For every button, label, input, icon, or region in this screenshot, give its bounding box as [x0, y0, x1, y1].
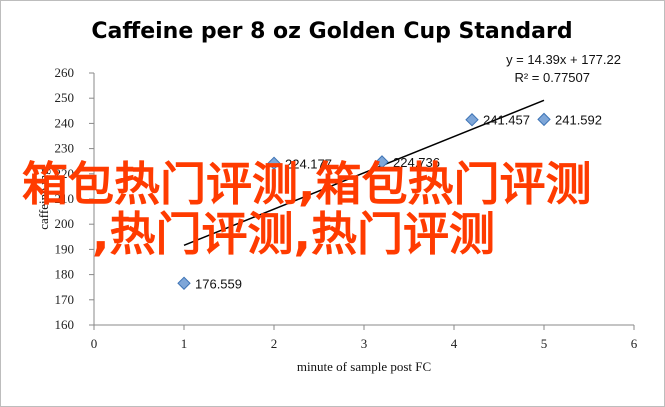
- y-axis-ticks: 160 170 180 190 200 210 220 230 240 250 260: [55, 65, 94, 332]
- y-tick-label: 240: [55, 115, 75, 130]
- overlay-text-line-1: 箱包热门评测,箱包热门评测: [22, 157, 591, 211]
- x-tick-label: 1: [181, 336, 188, 351]
- data-point-marker: [537, 112, 551, 127]
- data-points: 176.559 224.177 224.736 241.457 241.592: [177, 112, 602, 291]
- data-point-marker: [267, 156, 281, 170]
- y-tick-label: 200: [55, 216, 75, 231]
- data-point-label: 224.736: [393, 155, 440, 170]
- y-tick-label: 220: [55, 166, 75, 181]
- y-tick-label: 230: [55, 141, 75, 156]
- data-point-label: 224.177: [285, 156, 332, 171]
- y-tick-label: 210: [55, 191, 75, 206]
- x-tick-label: 3: [361, 336, 368, 351]
- trendline-equation: y = 14.39x + 177.22: [506, 52, 621, 67]
- data-point-label: 241.592: [555, 112, 602, 127]
- overlay-text-line-2: ,热门评测,热门评测: [92, 207, 495, 261]
- chart-title: Caffeine per 8 oz Golden Cup Standard: [91, 19, 572, 44]
- y-tick-label: 180: [55, 267, 75, 282]
- y-tick-label: 170: [55, 292, 75, 307]
- x-axis-ticks: 0 1 2 3 4 5 6: [91, 325, 638, 351]
- y-tick-label: 250: [55, 90, 75, 105]
- x-tick-label: 2: [271, 336, 278, 351]
- y-tick-label: 260: [55, 65, 75, 80]
- y-tick-label: 190: [55, 241, 75, 256]
- trendline: [183, 99, 545, 247]
- x-tick-label: 0: [91, 336, 98, 351]
- x-tick-label: 4: [451, 336, 458, 351]
- x-tick-label: 5: [541, 336, 548, 351]
- data-point-marker: [375, 155, 389, 169]
- trendline-r-squared: R² = 0.77507: [514, 70, 590, 85]
- x-tick-label: 6: [631, 336, 638, 351]
- data-point-marker: [177, 276, 191, 290]
- y-axis-title: caffeine mg: [36, 168, 51, 230]
- data-point-label: 176.559: [195, 276, 242, 291]
- x-axis-title: minute of sample post FC: [297, 359, 431, 374]
- data-point-marker: [465, 113, 479, 127]
- y-tick-label: 160: [55, 317, 75, 332]
- data-point-label: 241.457: [483, 113, 530, 128]
